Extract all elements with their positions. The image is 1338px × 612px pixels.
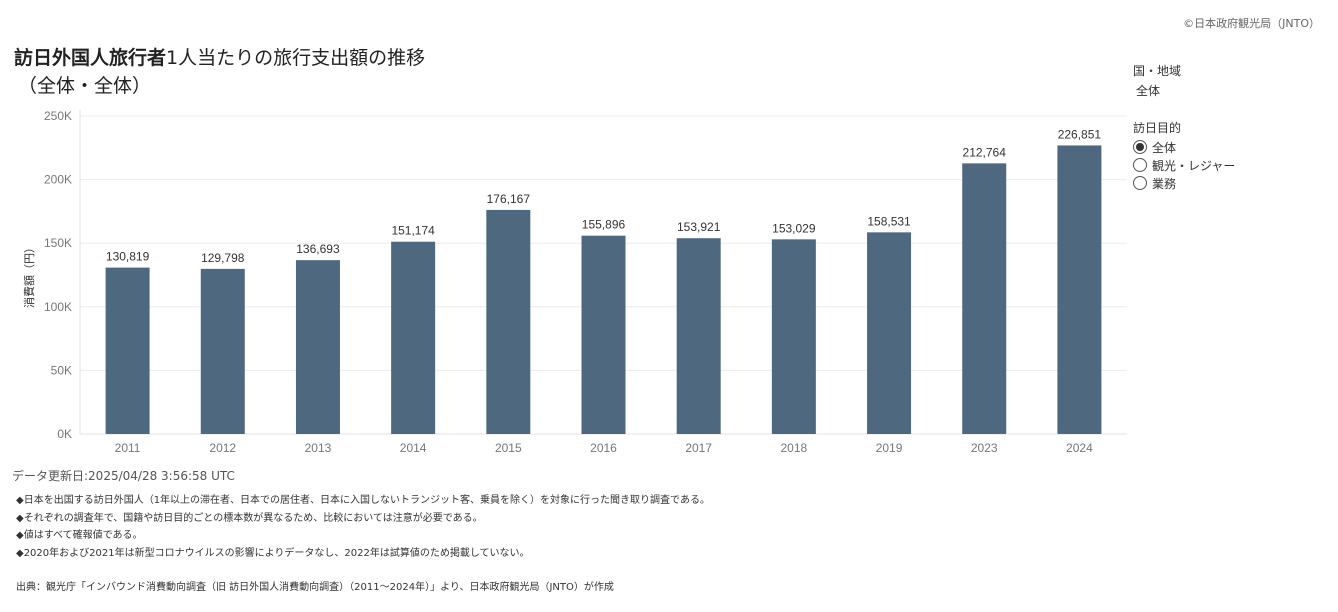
- bar: [486, 209, 531, 434]
- y-tick-label: 150K: [44, 236, 72, 250]
- x-tick-label: 2016: [590, 441, 617, 455]
- bar-value-label: 136,693: [296, 242, 340, 256]
- x-tick-label: 2012: [209, 441, 236, 455]
- bar-value-label: 153,029: [772, 221, 816, 235]
- bar: [391, 241, 436, 434]
- x-tick-label: 2015: [495, 441, 522, 455]
- y-tick-label: 0K: [57, 427, 72, 441]
- bar: [962, 163, 1007, 434]
- bar-value-label: 129,798: [201, 251, 245, 265]
- radio-button[interactable]: [1133, 158, 1147, 172]
- radio-button[interactable]: [1133, 176, 1147, 190]
- copyright-text: ©日本政府観光局（JNTO）: [1183, 17, 1320, 30]
- x-tick-label: 2014: [400, 441, 427, 455]
- purpose-filter: 訪日目的 全体 観光・レジャー 業務: [1133, 119, 1235, 192]
- bar-value-label: 155,896: [582, 218, 626, 232]
- note-line: ◆2020年および2021年は新型コロナウイルスの影響によりデータなし、2022…: [16, 547, 530, 559]
- y-axis-label: 消費額（円）: [22, 242, 36, 308]
- bar-value-label: 151,174: [391, 224, 435, 238]
- purpose-filter-label: 訪日目的: [1133, 121, 1182, 135]
- purpose-option-leisure[interactable]: 観光・レジャー: [1133, 156, 1235, 174]
- bar-value-label: 176,167: [487, 192, 531, 206]
- bar-value-label: 212,764: [963, 145, 1007, 159]
- note-line: ◆値はすべて確報値である。: [16, 530, 143, 541]
- bar: [676, 238, 721, 434]
- data-updated-text: データ更新日:2025/04/28 3:56:58 UTC: [12, 469, 235, 483]
- source-text: 出典：観光庁「インバウンド消費動向調査（旧 訪日外国人消費動向調査）（2011～…: [16, 582, 614, 593]
- bar: [867, 232, 912, 434]
- chart-subtitle: （全体・全体）: [18, 75, 152, 97]
- bar: [581, 235, 626, 434]
- chart-title-rest: 1人当たりの旅行支出額の推移: [166, 47, 426, 69]
- x-tick-label: 2013: [305, 441, 332, 455]
- radio-button[interactable]: [1133, 140, 1147, 154]
- note-line: ◆日本を出国する訪日外国人（1年以上の滞在者、日本での居住者、日本に入国しないト…: [16, 495, 710, 506]
- bar-value-label: 153,921: [677, 220, 721, 234]
- region-filter: 国・地域 全体: [1133, 62, 1181, 99]
- bar-value-label: 130,819: [106, 250, 150, 264]
- purpose-option-business[interactable]: 業務: [1133, 174, 1235, 192]
- purpose-option-label: 全体: [1152, 140, 1177, 155]
- purpose-option-label: 業務: [1152, 176, 1177, 191]
- bar: [200, 268, 245, 434]
- x-tick-label: 2017: [685, 441, 712, 455]
- chart-title-bold: 訪日外国人旅行者: [14, 47, 167, 69]
- x-tick-label: 2011: [115, 441, 141, 455]
- bar-value-label: 158,531: [867, 214, 911, 228]
- bar-value-label: 226,851: [1058, 127, 1102, 141]
- x-tick-label: 2023: [971, 441, 998, 455]
- y-tick-label: 200K: [44, 173, 72, 187]
- bar: [295, 260, 340, 434]
- y-tick-label: 100K: [44, 300, 72, 314]
- region-filter-label: 国・地域: [1133, 64, 1182, 78]
- bar: [771, 239, 816, 434]
- bar: [105, 267, 150, 434]
- x-tick-label: 2019: [876, 441, 903, 455]
- x-tick-label: 2024: [1066, 441, 1093, 455]
- bar: [1057, 145, 1102, 434]
- y-tick-label: 250K: [44, 109, 72, 123]
- region-filter-value[interactable]: 全体: [1136, 84, 1161, 98]
- y-tick-label: 50K: [51, 363, 72, 377]
- chart-title: 訪日外国人旅行者1人当たりの旅行支出額の推移: [14, 43, 425, 70]
- notes-section: ◆日本を出国する訪日外国人（1年以上の滞在者、日本での居住者、日本に入国しないト…: [16, 492, 710, 562]
- bar-chart: 0K 50K 100K 150K 200K 250K 消費額（円） 130,819 2011 12…: [22, 109, 1127, 455]
- note-line: ◆それぞれの調査年で、国籍や訪日目的ごとの標本数が異なるため、比較においては注意…: [16, 512, 483, 524]
- purpose-option-label: 観光・レジャー: [1152, 158, 1236, 173]
- x-tick-label: 2018: [781, 441, 808, 455]
- purpose-option-all[interactable]: 全体: [1133, 138, 1235, 156]
